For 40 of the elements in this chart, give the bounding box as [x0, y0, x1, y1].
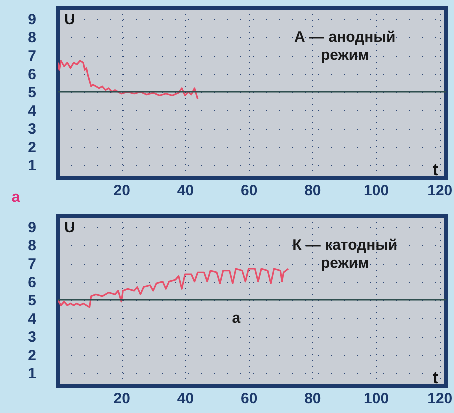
x-tick-label: 60 — [240, 390, 258, 408]
y-tick-label: 7 — [28, 48, 36, 66]
x-tick-label: 20 — [114, 182, 130, 200]
x-tick-label: 40 — [177, 182, 194, 200]
x-tick-label: 20 — [114, 390, 130, 408]
y-tick-label: 7 — [28, 256, 36, 274]
y-tick-label: 2 — [28, 347, 36, 364]
x-tick-label: 40 — [177, 390, 194, 408]
x-tick-label: 80 — [304, 182, 322, 200]
x-tick-label: 60 — [240, 182, 258, 200]
line-series — [58, 60, 199, 100]
y-axis-title: U — [64, 220, 76, 236]
y-tick-label: 6 — [28, 274, 36, 292]
x-tick-label: 120 — [428, 390, 453, 408]
annotation: а — [232, 310, 242, 328]
y-tick-label: 8 — [28, 238, 36, 255]
x-tick-label: 80 — [304, 390, 322, 408]
line-series — [58, 268, 290, 308]
y-tick-label: 1 — [28, 158, 36, 175]
y-tick-label: 5 — [28, 84, 36, 102]
text: а — [12, 189, 21, 206]
y-axis-title: U — [64, 12, 76, 28]
annotation: А — анодный режим — [294, 29, 396, 64]
y-tick-label: 8 — [28, 30, 36, 47]
y-tick-label: 4 — [28, 310, 38, 328]
annotation: К — катодный режим — [292, 237, 398, 272]
y-tick-label: 2 — [28, 139, 36, 156]
x-axis-title: t — [432, 368, 439, 388]
x-tick-label: 120 — [428, 182, 453, 200]
y-tick-label: 3 — [28, 121, 36, 138]
y-tick-label: 4 — [28, 102, 38, 120]
y-tick-label: 3 — [28, 329, 36, 346]
y-tick-label: 9 — [28, 11, 36, 28]
x-axis-title: t — [432, 160, 439, 180]
y-tick-label: 1 — [28, 366, 36, 383]
x-tick-label: 100 — [364, 390, 390, 408]
y-tick-label: 6 — [28, 66, 36, 84]
y-tick-label: 5 — [28, 292, 36, 310]
x-tick-label: 100 — [364, 182, 390, 200]
y-tick-label: 9 — [28, 219, 36, 236]
